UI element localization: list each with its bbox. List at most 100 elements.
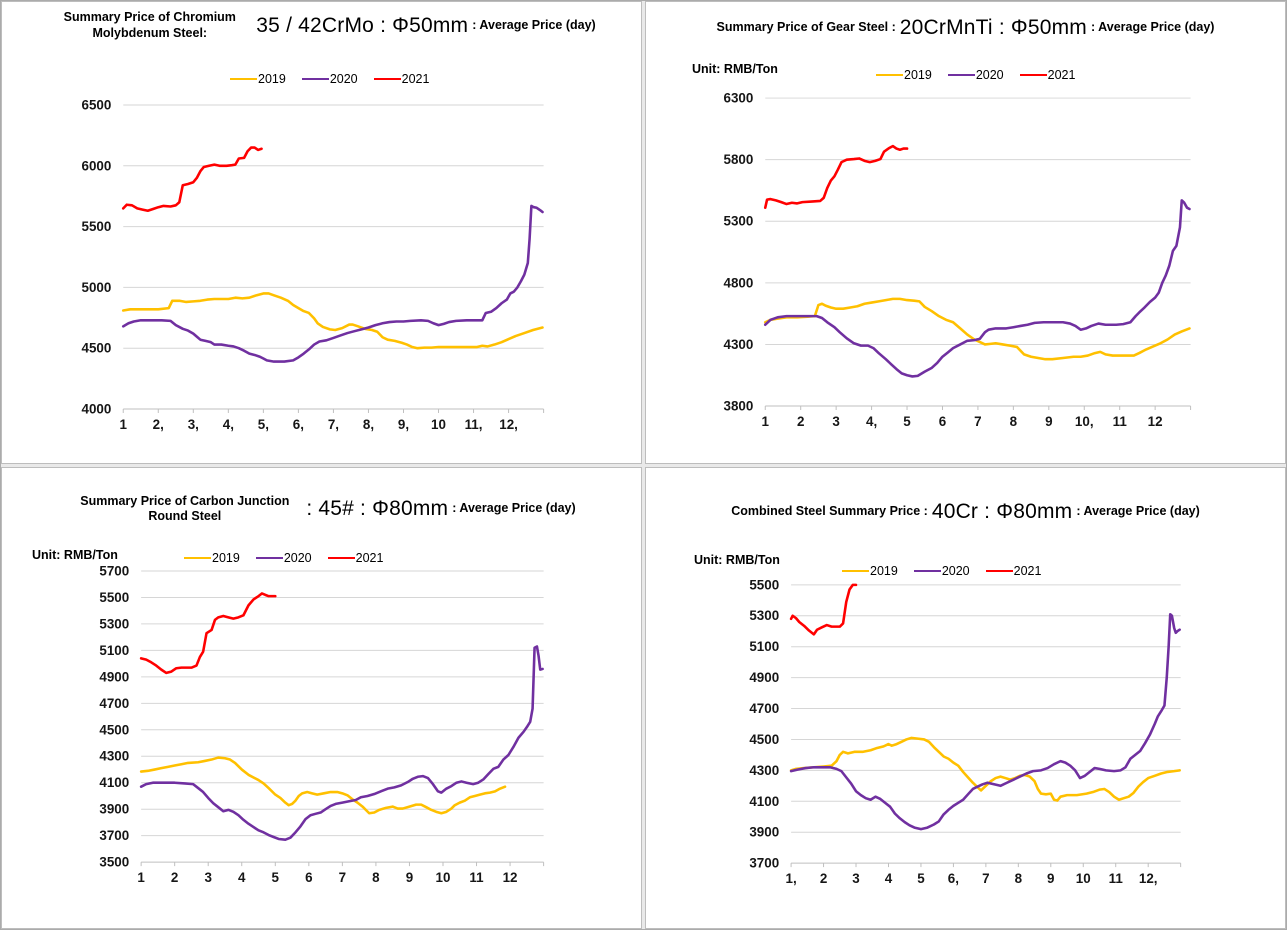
legend-swatch-2021 bbox=[985, 569, 1013, 572]
chart-legend: 2019 2020 2021 bbox=[842, 564, 1041, 578]
series-line-2020 bbox=[763, 199, 1191, 378]
svg-text:3700: 3700 bbox=[749, 855, 779, 870]
svg-text:11: 11 bbox=[1113, 414, 1128, 429]
series-line-2019 bbox=[121, 292, 544, 350]
legend-label: 2021 bbox=[355, 550, 384, 565]
svg-text:1: 1 bbox=[120, 417, 128, 432]
chart-legend: 2019 2020 2021 bbox=[184, 551, 383, 565]
svg-text:3800: 3800 bbox=[724, 399, 754, 414]
legend-label: 2020 bbox=[941, 563, 970, 578]
svg-text:5300: 5300 bbox=[749, 608, 779, 623]
svg-text:4100: 4100 bbox=[99, 775, 129, 790]
series-line-2019 bbox=[789, 736, 1181, 802]
legend-label: 2021 bbox=[1013, 563, 1042, 578]
legend-label: 2020 bbox=[329, 72, 358, 86]
legend-swatch-2021 bbox=[327, 556, 355, 559]
svg-text:7: 7 bbox=[339, 869, 346, 884]
svg-text:10,: 10, bbox=[1075, 414, 1094, 429]
legend-label: 2019 bbox=[212, 550, 240, 565]
svg-text:1,: 1, bbox=[786, 870, 797, 885]
svg-text:5100: 5100 bbox=[99, 642, 129, 657]
svg-text:5500: 5500 bbox=[99, 589, 129, 604]
svg-text:6,: 6, bbox=[293, 417, 304, 432]
svg-text:4500: 4500 bbox=[99, 722, 129, 737]
legend-swatch-2020 bbox=[255, 556, 283, 559]
svg-text:5800: 5800 bbox=[724, 152, 754, 167]
svg-text:5100: 5100 bbox=[749, 639, 779, 654]
svg-text:4700: 4700 bbox=[749, 701, 779, 716]
legend-item-2021: 2021 bbox=[373, 72, 430, 86]
svg-text:3: 3 bbox=[832, 414, 839, 429]
svg-text:8: 8 bbox=[1015, 870, 1023, 885]
legend-item-2021: 2021 bbox=[327, 550, 384, 565]
svg-text:12,: 12, bbox=[499, 417, 518, 432]
svg-text:4000: 4000 bbox=[81, 401, 111, 416]
legend-label: 2020 bbox=[975, 68, 1004, 82]
series-line-2019 bbox=[763, 297, 1191, 361]
svg-text:4900: 4900 bbox=[99, 669, 129, 684]
series-line-2020 bbox=[789, 612, 1181, 830]
svg-text:8: 8 bbox=[1010, 414, 1018, 429]
svg-text:2,: 2, bbox=[153, 417, 164, 432]
svg-text:3900: 3900 bbox=[99, 801, 129, 816]
series-line-2021 bbox=[121, 146, 263, 213]
svg-text:7: 7 bbox=[982, 870, 989, 885]
svg-text:7,: 7, bbox=[328, 417, 339, 432]
svg-text:3,: 3, bbox=[188, 417, 199, 432]
svg-text:5: 5 bbox=[917, 870, 925, 885]
svg-text:4500: 4500 bbox=[749, 731, 779, 746]
svg-text:5,: 5, bbox=[258, 417, 269, 432]
legend-item-2021: 2021 bbox=[985, 563, 1042, 578]
svg-text:6000: 6000 bbox=[81, 158, 111, 173]
legend-label: 2020 bbox=[283, 550, 312, 565]
unit-label: Unit: RMB/Ton bbox=[694, 552, 780, 567]
svg-text:6,: 6, bbox=[948, 870, 959, 885]
series-line-2021 bbox=[763, 144, 909, 209]
svg-text:4300: 4300 bbox=[749, 762, 779, 777]
line-chart-combined-steel: 3700 3900 4100 4300 4500 4700 4900 5100 5300 5500… bbox=[749, 577, 1182, 885]
series-line-2021 bbox=[789, 583, 858, 636]
svg-text:3700: 3700 bbox=[99, 828, 129, 843]
svg-text:5000: 5000 bbox=[81, 280, 111, 295]
legend-swatch-2019 bbox=[230, 78, 257, 80]
svg-text:9: 9 bbox=[1045, 414, 1052, 429]
svg-text:4800: 4800 bbox=[724, 275, 754, 290]
svg-text:4700: 4700 bbox=[99, 695, 129, 710]
svg-text:5300: 5300 bbox=[99, 616, 129, 631]
series-line-2019 bbox=[139, 755, 507, 815]
series-line-2020 bbox=[139, 644, 544, 841]
svg-text:5500: 5500 bbox=[749, 577, 779, 592]
legend-label: 2019 bbox=[870, 563, 898, 578]
unit-label: Unit: RMB/Ton bbox=[692, 62, 778, 76]
svg-text:3500: 3500 bbox=[99, 854, 129, 869]
legend-swatch-2020 bbox=[301, 78, 329, 80]
svg-text:4,: 4, bbox=[866, 414, 877, 429]
legend-item-2020: 2020 bbox=[301, 72, 358, 86]
series-line-2021 bbox=[139, 591, 277, 674]
svg-text:4100: 4100 bbox=[749, 793, 779, 808]
legend-swatch-2021 bbox=[373, 78, 401, 80]
chart-panel-combined-steel: Combined Steel Summary Price : 40Cr : Φ8… bbox=[645, 466, 1286, 929]
legend-item-2020: 2020 bbox=[947, 68, 1004, 82]
svg-text:10: 10 bbox=[431, 417, 446, 432]
svg-text:9: 9 bbox=[1047, 870, 1054, 885]
svg-text:4900: 4900 bbox=[749, 670, 779, 685]
legend-swatch-2019 bbox=[876, 74, 903, 76]
svg-text:8,: 8, bbox=[363, 417, 374, 432]
legend-label: 2021 bbox=[401, 72, 430, 86]
svg-text:4300: 4300 bbox=[99, 748, 129, 763]
svg-text:2: 2 bbox=[171, 869, 178, 884]
svg-text:6: 6 bbox=[305, 869, 312, 884]
legend-swatch-2020 bbox=[947, 74, 975, 76]
chart-panel-gear-steel: Summary Price of Gear Steel : 20CrMnTi :… bbox=[645, 1, 1286, 464]
legend-swatch-2021 bbox=[1019, 74, 1047, 76]
legend-swatch-2019 bbox=[184, 556, 211, 559]
svg-text:1: 1 bbox=[762, 414, 770, 429]
svg-text:5: 5 bbox=[903, 414, 911, 429]
svg-text:10: 10 bbox=[436, 869, 451, 884]
svg-text:11: 11 bbox=[1109, 870, 1124, 885]
chart-panel-chromium-molybdenum: Summary Price of Chromium Molybdenum Ste… bbox=[1, 1, 642, 464]
